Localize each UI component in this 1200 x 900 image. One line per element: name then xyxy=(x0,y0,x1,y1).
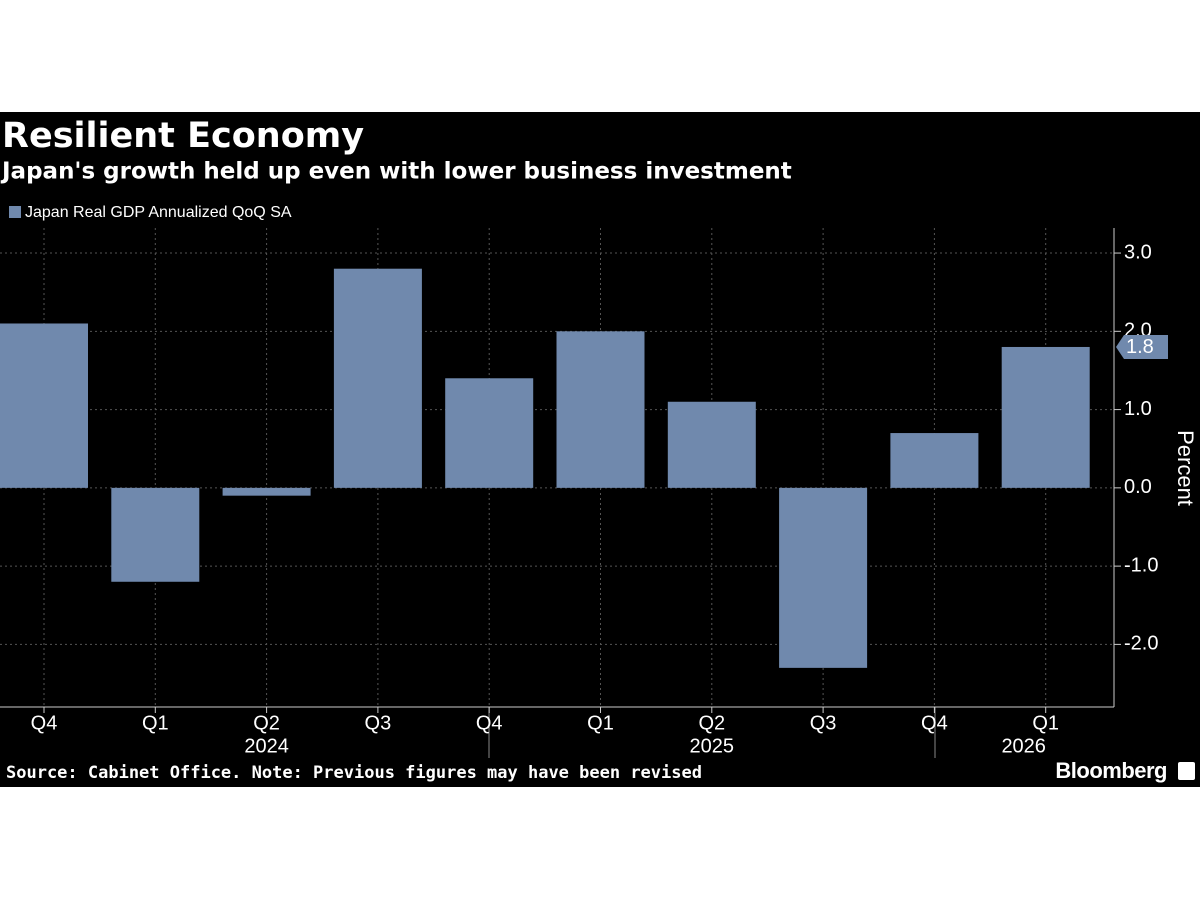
bar xyxy=(222,487,311,496)
bar xyxy=(556,331,645,488)
x-year-label: 2024 xyxy=(244,735,289,757)
brand-logo: Bloomberg xyxy=(1055,758,1167,783)
x-tick-label: Q1 xyxy=(1032,712,1059,734)
chart-subtitle: Japan's growth held up even with lower b… xyxy=(0,159,792,185)
source-note: Source: Cabinet Office. Note: Previous f… xyxy=(6,763,702,783)
x-year-label: 2026 xyxy=(1001,735,1046,757)
bar xyxy=(111,487,200,582)
x-tick-label: Q3 xyxy=(365,712,392,734)
y-axis-label: Percent xyxy=(1173,430,1198,506)
x-tick-label: Q4 xyxy=(476,712,503,734)
bar xyxy=(0,323,88,488)
last-value-label: 1.8 xyxy=(1126,336,1154,358)
y-tick-label: 1.0 xyxy=(1124,398,1152,420)
y-tick-label: -1.0 xyxy=(1124,554,1158,576)
x-year-label: 2025 xyxy=(690,735,735,757)
x-tick-label: Q4 xyxy=(921,712,948,734)
legend-label: Japan Real GDP Annualized QoQ SA xyxy=(25,204,292,221)
bar xyxy=(445,378,534,488)
bar xyxy=(779,487,868,668)
bar xyxy=(1001,346,1090,488)
y-tick-label: -2.0 xyxy=(1124,633,1158,655)
x-tick-label: Q3 xyxy=(810,712,837,734)
bar xyxy=(333,268,422,488)
bar xyxy=(890,433,979,488)
x-tick-label: Q1 xyxy=(142,712,169,734)
x-tick-label: Q1 xyxy=(587,712,614,734)
bar xyxy=(667,401,756,488)
legend-swatch xyxy=(9,206,21,218)
x-tick-label: Q2 xyxy=(698,712,725,734)
x-tick-label: Q4 xyxy=(31,712,58,734)
chart-title: Resilient Economy xyxy=(2,116,364,156)
y-tick-label: 3.0 xyxy=(1124,241,1152,263)
x-tick-label: Q2 xyxy=(253,712,280,734)
last-value-tag xyxy=(1116,334,1168,359)
y-tick-label: 0.0 xyxy=(1124,476,1152,498)
brand-icon xyxy=(1178,762,1195,780)
